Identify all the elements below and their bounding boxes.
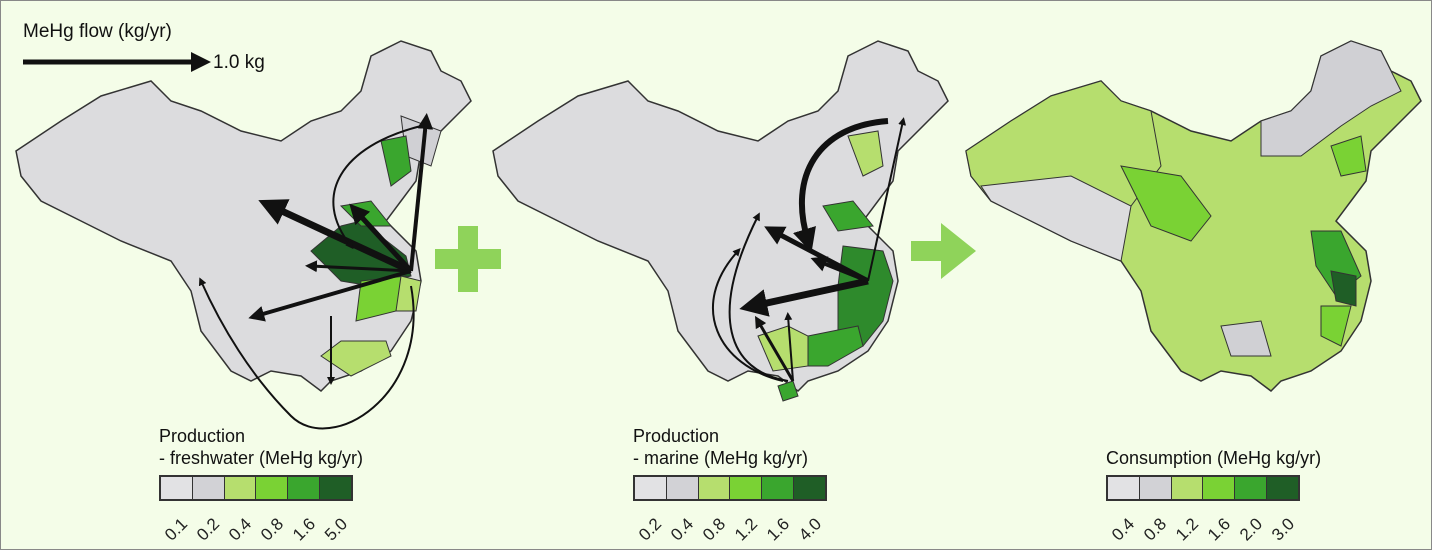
tick-label: 0.8: [699, 514, 730, 545]
legend-title-line1: Production: [159, 426, 246, 446]
tick-label: 1.2: [731, 514, 762, 545]
tick-label: 4.0: [795, 514, 826, 545]
map-freshwater-production: [15, 40, 472, 430]
tick-label: 1.6: [289, 514, 320, 545]
color-scale: [1106, 475, 1300, 501]
legend-marine: Production - marine (MeHg kg/yr) 0.2 0.4 0…: [633, 425, 833, 544]
flow-arrows: [712, 117, 907, 382]
tick-label: 0.8: [1140, 514, 1171, 545]
color-scale: [159, 475, 353, 501]
tick-label: 5.0: [321, 514, 352, 545]
tick-label: 0.2: [635, 514, 666, 545]
legend-title-line2: - marine (MeHg kg/yr): [633, 448, 809, 468]
arrow-right-icon: [911, 223, 976, 279]
flow-arrows: [198, 113, 434, 430]
tick-label: 0.2: [193, 514, 224, 545]
plus-icon: [435, 226, 501, 292]
legend-title: Consumption (MeHg kg/yr): [1106, 448, 1322, 468]
color-scale: [633, 475, 827, 501]
tick-label: 1.2: [1172, 514, 1203, 545]
flow-legend-title: MeHg flow (kg/yr): [23, 21, 172, 42]
tick-label: 3.0: [1268, 514, 1299, 545]
tick-label: 2.0: [1236, 514, 1267, 545]
map-marine-production: [492, 40, 949, 402]
tick-label: 1.6: [1204, 514, 1235, 545]
legend-title-line2: - freshwater (MeHg kg/yr): [159, 448, 364, 468]
tick-label: 0.4: [667, 514, 698, 545]
map-consumption: [965, 40, 1422, 392]
legend-freshwater: Production - freshwater (MeHg kg/yr) 0.1…: [159, 425, 364, 544]
tick-label: 0.4: [225, 514, 256, 545]
legend-consumption: Consumption (MeHg kg/yr) 0.4 0.8 1.2 1.6 2.0…: [1106, 447, 1322, 544]
tick-label: 0.8: [257, 514, 288, 545]
flow-scale-label: 1.0 kg: [213, 52, 265, 73]
legend-title-line1: Production: [633, 426, 720, 446]
tick-label: 0.4: [1108, 514, 1139, 545]
tick-label: 1.6: [763, 514, 794, 545]
tick-label: 0.1: [161, 514, 192, 545]
